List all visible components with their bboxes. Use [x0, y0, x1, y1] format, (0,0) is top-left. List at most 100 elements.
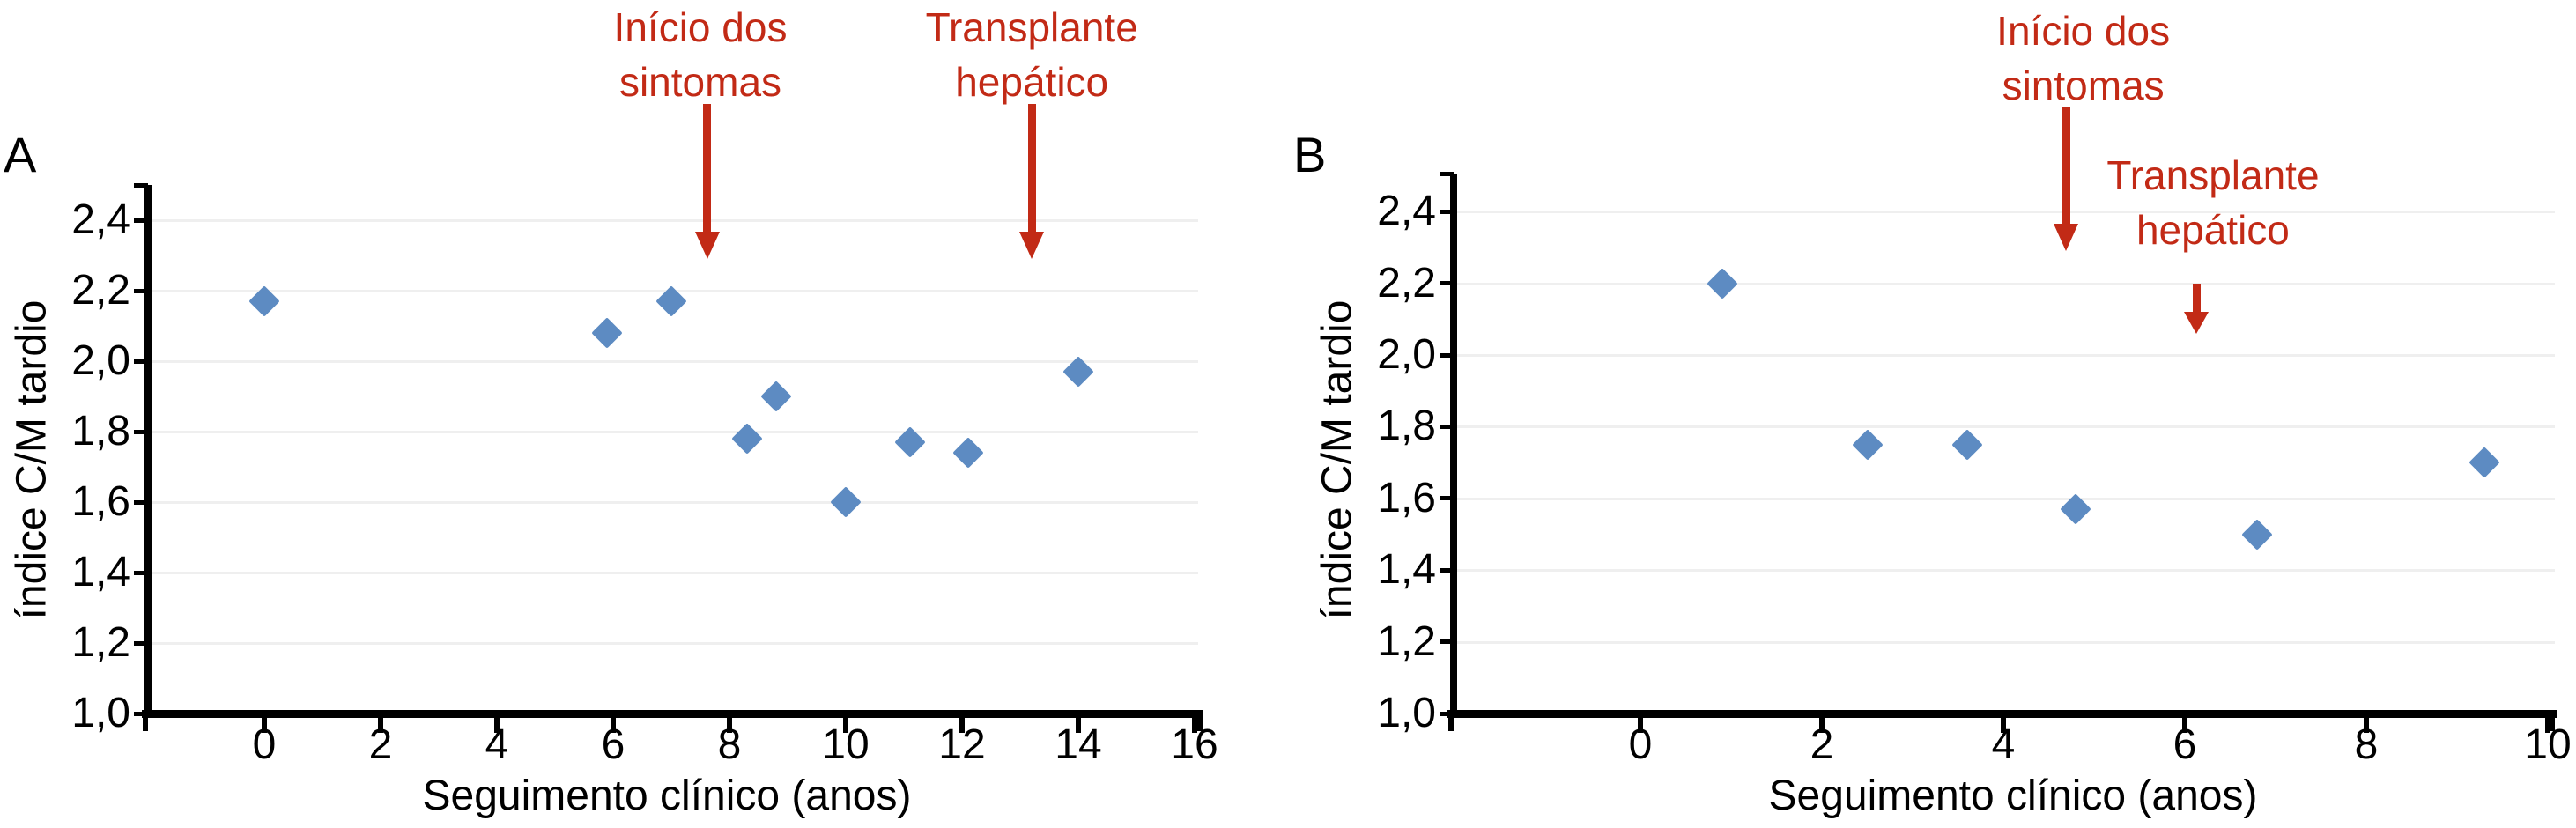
x-axis-line: [142, 710, 1203, 718]
annotation-arrow-shaft: [1027, 104, 1036, 233]
y-tick-label: 1,6: [1377, 474, 1436, 521]
x-axis-end-tick: [143, 715, 148, 731]
x-tick: [1192, 715, 1197, 733]
annotation-label-line: hepático: [2136, 207, 2290, 253]
annotation-label-line: sintomas: [618, 59, 782, 105]
gridline-y-1,6: [1454, 497, 2555, 500]
x-tick: [843, 715, 848, 733]
x-tick: [1076, 715, 1081, 733]
y-tick-label: 1,8: [1377, 403, 1436, 450]
annotation-arrow-head: [2054, 223, 2079, 251]
gridline-y-2,4: [148, 219, 1198, 222]
y-tick: [134, 499, 148, 505]
y-tick: [134, 640, 148, 646]
x-tick-label: 2: [1810, 721, 1834, 768]
data-point-diamond: [1951, 429, 1983, 461]
x-tick: [959, 715, 965, 733]
x-tick-label: 4: [485, 721, 509, 768]
x-tick-label: 4: [1991, 721, 2016, 768]
annotation-arrow-shaft: [703, 104, 712, 233]
x-tick: [2364, 715, 2369, 733]
y-tick: [134, 288, 148, 293]
gridline-y-1,4: [1454, 569, 2555, 573]
y-tick: [134, 359, 148, 364]
x-tick: [262, 715, 267, 733]
y-axis-cap-tick: [1440, 172, 1454, 176]
data-point-diamond: [1706, 267, 1738, 299]
x-tick-label: 16: [1171, 721, 1218, 768]
gridline-y-1,8: [148, 431, 1198, 433]
x-tick-label: 12: [938, 721, 986, 768]
data-point-diamond: [951, 437, 984, 469]
gridline-y-1,6: [148, 501, 1198, 504]
x-axis-end-tick: [1197, 715, 1203, 731]
y-tick-label: 2,2: [71, 267, 130, 314]
panel-label-b: B: [1293, 127, 1327, 182]
data-point-diamond: [591, 317, 624, 349]
annotation-label: Transplante hepático: [767, 0, 1296, 109]
annotation-label-line: sintomas: [2002, 63, 2165, 108]
y-tick: [1440, 209, 1454, 214]
x-axis-end-tick: [2550, 715, 2555, 731]
annotation-arrow-head: [1019, 232, 1045, 259]
data-point-diamond: [1851, 429, 1884, 461]
y-tick: [1440, 281, 1454, 286]
x-axis-line: [1447, 710, 2557, 718]
data-point-diamond: [2469, 447, 2500, 478]
y-tick: [1440, 567, 1454, 573]
x-tick: [2001, 715, 2006, 733]
y-tick: [134, 711, 148, 716]
y-tick-label: 1,4: [1377, 546, 1436, 594]
y-tick: [1440, 424, 1454, 429]
gridline-y-1,2: [1454, 640, 2555, 644]
panel-label-a: A: [4, 127, 37, 182]
y-tick-label: 2,2: [1377, 259, 1436, 307]
gridline-y-2,0: [1454, 354, 2555, 357]
y-tick: [1440, 496, 1454, 501]
y-axis-cap-tick: [134, 183, 148, 188]
y-tick-label: 1,8: [71, 408, 130, 455]
gridline-y-1,2: [148, 642, 1198, 645]
y-tick: [134, 429, 148, 434]
x-tick: [2182, 715, 2187, 733]
annotation-label-line: hepático: [955, 59, 1109, 105]
x-tick: [378, 715, 383, 733]
x-tick-label: 14: [1055, 721, 1102, 768]
y-tick: [134, 218, 148, 223]
x-axis-title-b: Seguimento clínico (anos): [1768, 773, 2258, 819]
y-tick: [1440, 711, 1454, 716]
y-tick: [1440, 352, 1454, 358]
x-tick-label: 8: [717, 721, 742, 768]
x-tick: [2545, 715, 2550, 733]
y-tick-label: 2,0: [71, 337, 130, 384]
x-axis-end-tick: [1448, 715, 1454, 731]
annotation-arrow-shaft: [2062, 107, 2070, 225]
x-tick-label: 2: [368, 721, 393, 768]
y-axis-line: [144, 185, 152, 718]
annotation-label-line: Início dos: [1996, 8, 2171, 54]
annotation-label-line: Transplante: [2106, 152, 2320, 198]
gridline-y-2,2: [1454, 282, 2555, 285]
annotation-label: Transplante hepático: [1949, 148, 2477, 257]
x-tick-label: 0: [252, 721, 277, 768]
annotation-label: Início dos sintomas: [1819, 4, 2348, 113]
x-tick: [1819, 715, 1825, 733]
x-tick-label: 6: [601, 721, 625, 768]
gridline-y-2,4: [1454, 211, 2555, 214]
y-axis-line: [1450, 174, 1457, 718]
annotation-label: Início dos sintomas: [436, 0, 965, 109]
annotation-arrow-head: [694, 232, 720, 259]
y-tick-label: 1,6: [71, 478, 130, 525]
data-point-diamond: [830, 486, 862, 518]
y-tick-label: 2,0: [1377, 331, 1436, 378]
y-tick-label: 1,2: [1377, 617, 1436, 665]
x-tick-label: 10: [2524, 721, 2572, 768]
y-tick: [1440, 639, 1454, 645]
gridline-y-2,0: [148, 360, 1198, 363]
y-tick-label: 1,2: [71, 619, 130, 666]
x-tick-label: 8: [2354, 721, 2379, 768]
x-tick: [611, 715, 616, 733]
x-axis-title-a: Seguimento clínico (anos): [422, 773, 912, 819]
data-point-diamond: [2241, 518, 2274, 551]
